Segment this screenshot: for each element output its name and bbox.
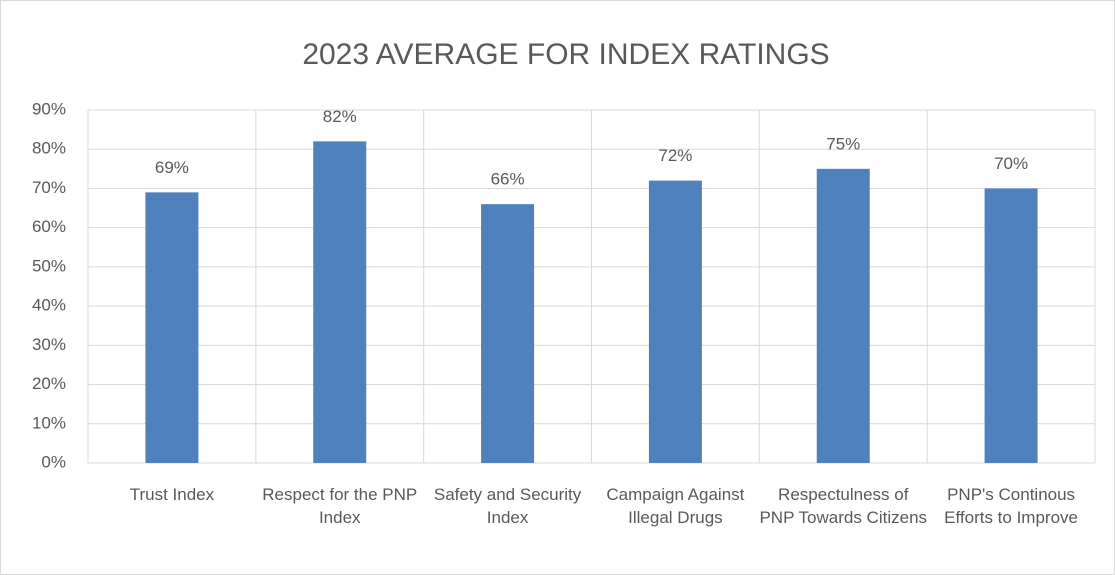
y-tick-label: 10% — [32, 413, 66, 432]
y-tick-label: 80% — [32, 139, 66, 158]
bar — [984, 188, 1038, 463]
y-tick-label: 90% — [32, 99, 66, 118]
x-tick-label: Trust Index — [129, 485, 215, 504]
bar — [816, 168, 870, 464]
bar — [648, 180, 702, 463]
data-label: 72% — [658, 146, 692, 165]
y-tick-label: 70% — [32, 178, 66, 197]
x-tick-label: Campaign Against Illegal Drugs — [606, 485, 745, 527]
bar — [145, 192, 199, 463]
x-tick-label: Safety and Security Index — [433, 485, 582, 527]
y-tick-label: 40% — [32, 296, 66, 315]
bar — [313, 141, 367, 463]
y-tick-label: 20% — [32, 374, 66, 393]
bar — [481, 204, 535, 463]
chart-title: 2023 AVERAGE FOR INDEX RATINGS — [302, 38, 829, 71]
y-tick-label: 50% — [32, 256, 66, 275]
x-tick-label: PNP's Continous Efforts to Improve — [944, 485, 1078, 527]
data-label: 75% — [826, 134, 860, 153]
y-tick-label: 60% — [32, 217, 66, 236]
data-label: 69% — [155, 158, 189, 177]
data-label: 82% — [323, 107, 357, 126]
y-tick-label: 0% — [41, 452, 66, 471]
y-tick-label: 30% — [32, 335, 66, 354]
x-tick-label: Respectulness of PNP Towards Citizens — [759, 485, 928, 527]
x-tick-label: Respect for the PNP Index — [262, 485, 418, 527]
data-label: 70% — [994, 154, 1028, 173]
data-label: 66% — [491, 170, 525, 189]
